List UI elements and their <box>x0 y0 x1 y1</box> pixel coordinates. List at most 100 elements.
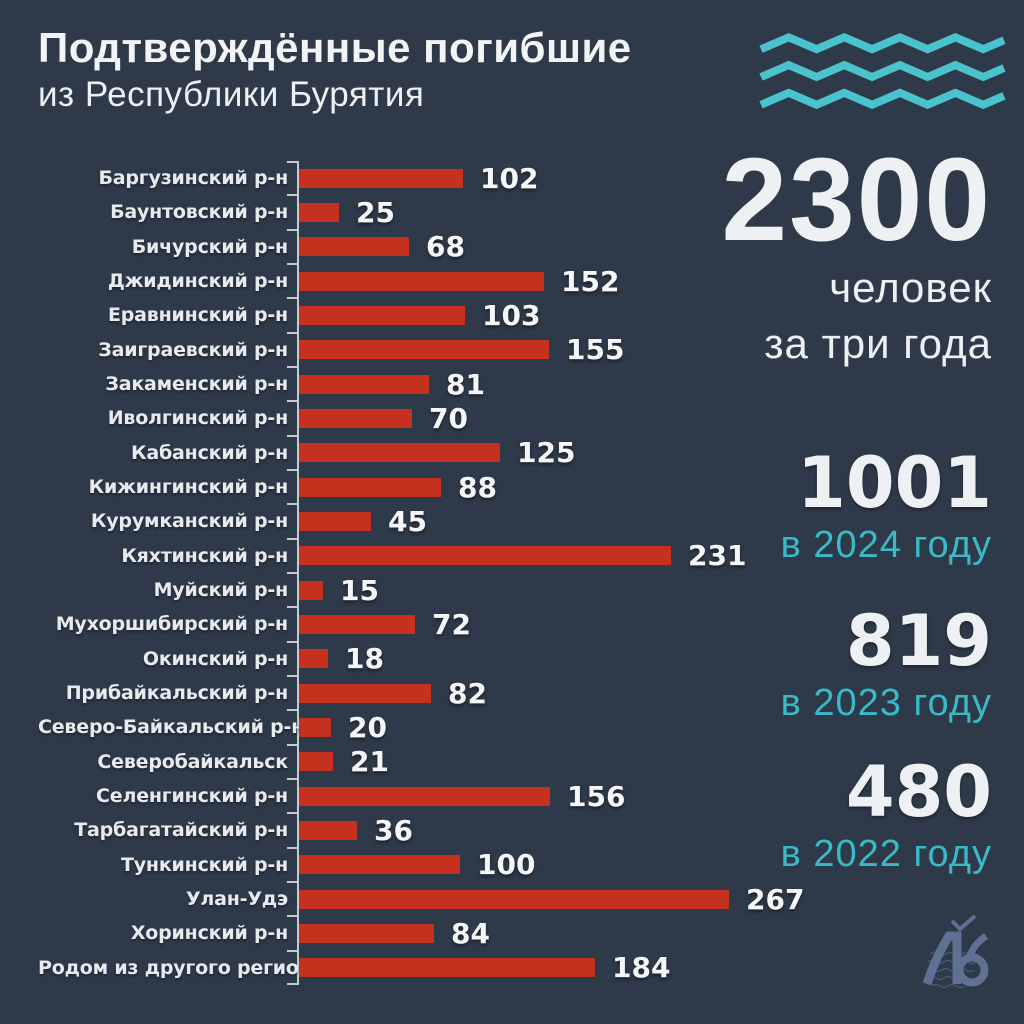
category-label: Баргузинский р-н <box>98 167 288 190</box>
bar <box>299 649 328 669</box>
axis-tick <box>287 297 297 300</box>
category-label: Иволгинский р-н <box>107 407 288 430</box>
axis-tick <box>287 743 297 746</box>
year-stat-value: 819 <box>845 600 992 682</box>
category-label: Закаменский р-н <box>105 373 288 396</box>
chart-row: Джидинский р-н 152 <box>38 264 768 298</box>
category-label: Тункинский р-н <box>120 853 288 876</box>
category-label: Джидинский р-н <box>107 270 288 293</box>
category-label: Кяхтинский р-н <box>121 544 288 567</box>
bar <box>299 786 550 806</box>
value-label: 82 <box>448 676 487 710</box>
chart-row: Баунтовский р-н 25 <box>38 195 768 229</box>
value-label: 81 <box>446 367 485 401</box>
year-stat-value: 1001 <box>797 442 992 524</box>
axis-tick <box>287 537 297 540</box>
chart-row: Родом из другого региона 184 <box>38 951 768 985</box>
axis-tick <box>287 263 297 265</box>
bar <box>299 820 357 840</box>
value-label: 103 <box>482 298 541 332</box>
year-stat-label: в 2022 году <box>780 833 992 875</box>
year-stat-label: в 2024 году <box>780 524 992 566</box>
value-label: 45 <box>388 504 427 538</box>
chart-row: Прибайкальский р-н 82 <box>38 676 768 710</box>
value-label: 267 <box>746 882 805 916</box>
category-label: Мухоршибирский р-н <box>55 613 288 636</box>
value-label: 102 <box>480 161 539 195</box>
axis-tick <box>287 915 297 918</box>
bar <box>299 443 500 463</box>
axis-tick <box>287 194 297 197</box>
axis-tick <box>287 161 297 163</box>
y-axis-line <box>297 161 299 985</box>
value-label: 155 <box>566 333 625 367</box>
value-label: 184 <box>612 951 671 985</box>
bar <box>299 271 544 291</box>
axis-tick <box>287 572 297 574</box>
lyudi-baikala-logo-icon <box>922 914 989 989</box>
axis-tick <box>287 469 297 471</box>
chart-row: Кяхтинский р-н 231 <box>38 539 768 573</box>
category-label: Окинский р-н <box>142 647 288 670</box>
chart-row: Улан-Удэ 267 <box>38 882 805 916</box>
category-label: Селенгинский р-н <box>96 785 288 808</box>
page-title: Подтверждённые погибшие <box>38 24 632 71</box>
value-label: 70 <box>429 401 468 435</box>
category-label: Муйский р-н <box>153 579 289 602</box>
bar <box>299 340 549 360</box>
category-label: Кабанский р-н <box>131 441 288 464</box>
axis-tick <box>287 881 297 883</box>
waves-icon <box>759 32 1006 110</box>
chart-row: Закаменский р-н 81 <box>38 367 768 401</box>
category-label: Хоринский р-н <box>130 922 288 945</box>
chart-row: Северо-Байкальский р-н 20 <box>38 710 768 744</box>
chart-row: Заиграевский р-н 155 <box>38 333 768 367</box>
bar <box>299 237 409 257</box>
chart-row: Кабанский р-н 125 <box>38 436 768 470</box>
bar <box>299 546 671 566</box>
chart-row: Бичурский р-н 68 <box>38 230 768 264</box>
bar <box>299 580 323 600</box>
axis-tick <box>287 400 297 403</box>
value-label: 88 <box>458 470 497 504</box>
axis-tick <box>287 366 297 368</box>
category-label: Тарбагатайский р-н <box>74 819 288 842</box>
axis-tick <box>287 675 297 677</box>
chart-row: Муйский р-н 15 <box>38 573 768 607</box>
category-label: Еравнинский р-н <box>107 304 288 327</box>
axis-tick <box>287 331 297 334</box>
bar <box>299 683 431 703</box>
axis-tick <box>287 812 297 815</box>
chart-row: Мухоршибирский р-н 72 <box>38 607 768 641</box>
axis-tick <box>287 778 297 780</box>
category-label: Родом из другого региона <box>38 956 325 979</box>
category-label: Баунтовский р-н <box>110 201 288 224</box>
category-label: Улан-Удэ <box>185 888 288 911</box>
chart-row: Тарбагатайский р-н 36 <box>38 813 768 847</box>
bar <box>299 889 729 909</box>
value-label: 68 <box>426 230 465 264</box>
axis-tick <box>287 606 297 609</box>
chart-row: Тункинский р-н 100 <box>38 848 768 882</box>
bar <box>299 855 460 875</box>
bar <box>299 202 339 222</box>
axis-tick <box>287 640 297 643</box>
summary-total: 2300 человек за три года <box>721 140 992 371</box>
chart-row: Баргузинский р-н 102 <box>38 161 768 195</box>
axis-tick <box>287 228 297 231</box>
value-label: 15 <box>340 573 379 607</box>
total-value: 2300 <box>721 134 992 266</box>
category-label: Прибайкальский р-н <box>65 682 288 705</box>
category-label: Курумканский р-н <box>90 510 288 533</box>
value-label: 36 <box>374 813 413 847</box>
value-label: 231 <box>688 539 747 573</box>
chart-row: Кижингинский р-н 88 <box>38 470 768 504</box>
bar-chart: Баргузинский р-н 102 Баунтовский р-н 25 Бичу… <box>38 161 805 985</box>
category-label: Северобайкальск <box>97 750 288 773</box>
bar <box>299 305 465 325</box>
total-sub-line1: человек <box>829 264 992 312</box>
year-stat-label: в 2023 году <box>780 682 992 724</box>
value-label: 84 <box>451 916 490 950</box>
chart-row: Окинский р-н 18 <box>38 642 768 676</box>
chart-row: Иволгинский р-н 70 <box>38 401 768 435</box>
